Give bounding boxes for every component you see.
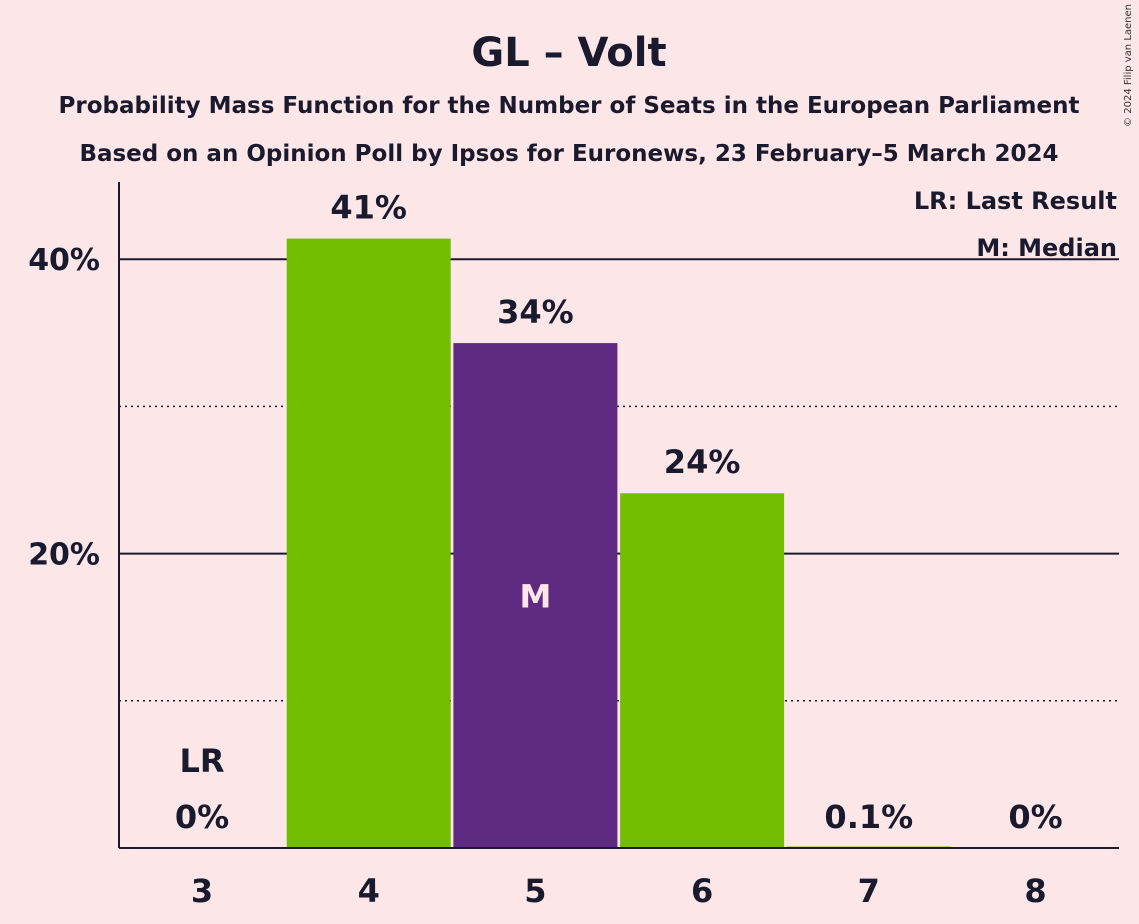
bar-6 xyxy=(620,493,785,848)
x-tick-label-8: 8 xyxy=(1024,872,1046,910)
x-tick-label-3: 3 xyxy=(191,872,213,910)
legend-median: M: Median xyxy=(976,234,1117,262)
bar-5 xyxy=(453,343,618,848)
value-label-5: 34% xyxy=(497,293,574,331)
y-tick-label: 40% xyxy=(28,243,100,278)
copyright-notice: © 2024 Filip van Laenen xyxy=(1123,4,1134,127)
value-label-6: 24% xyxy=(664,443,741,481)
y-tick-label: 20% xyxy=(28,538,100,573)
value-label-3: 0% xyxy=(175,798,229,836)
x-tick-label-6: 6 xyxy=(691,872,713,910)
chart-title: GL – Volt xyxy=(471,30,666,76)
last-result-marker: LR xyxy=(179,742,224,780)
x-tick-label-7: 7 xyxy=(858,872,880,910)
value-label-8: 0% xyxy=(1008,798,1062,836)
value-label-4: 41% xyxy=(330,189,407,227)
x-tick-label-4: 4 xyxy=(358,872,380,910)
bar-4 xyxy=(286,238,451,849)
median-marker: M xyxy=(519,578,551,616)
legend-last-result: LR: Last Result xyxy=(914,187,1117,215)
x-tick-label-5: 5 xyxy=(524,872,546,910)
bars xyxy=(286,238,951,849)
value-labels: 0% LR 41% 34% M 24% 0.1% 0% xyxy=(175,189,1063,836)
chart-subtitle-line-1: Probability Mass Function for the Number… xyxy=(59,93,1080,119)
value-label-7: 0.1% xyxy=(824,798,913,836)
gridlines xyxy=(119,258,1119,702)
x-tick-labels: 3 4 5 6 7 8 xyxy=(191,872,1047,910)
chart-subtitle-line-2: Based on an Opinion Poll by Ipsos for Eu… xyxy=(79,141,1058,167)
y-tick-labels: 20% 40% xyxy=(28,243,100,572)
